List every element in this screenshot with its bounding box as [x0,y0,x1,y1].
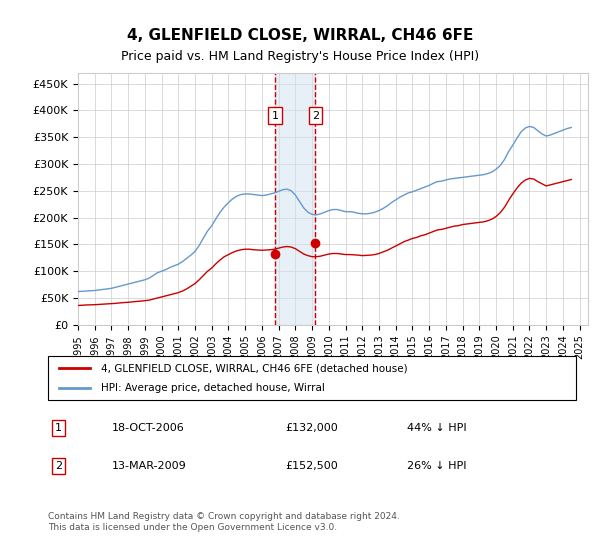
FancyBboxPatch shape [48,356,576,400]
Text: Price paid vs. HM Land Registry's House Price Index (HPI): Price paid vs. HM Land Registry's House … [121,50,479,63]
Text: £152,500: £152,500 [286,461,338,471]
Text: £132,000: £132,000 [286,423,338,433]
Text: 1: 1 [272,111,279,121]
Text: Contains HM Land Registry data © Crown copyright and database right 2024.
This d: Contains HM Land Registry data © Crown c… [48,512,400,532]
Text: 4, GLENFIELD CLOSE, WIRRAL, CH46 6FE: 4, GLENFIELD CLOSE, WIRRAL, CH46 6FE [127,28,473,43]
Text: 26% ↓ HPI: 26% ↓ HPI [407,461,467,471]
Text: 13-MAR-2009: 13-MAR-2009 [112,461,186,471]
Text: 4, GLENFIELD CLOSE, WIRRAL, CH46 6FE (detached house): 4, GLENFIELD CLOSE, WIRRAL, CH46 6FE (de… [101,363,407,373]
Text: 44% ↓ HPI: 44% ↓ HPI [407,423,467,433]
Text: 18-OCT-2006: 18-OCT-2006 [112,423,184,433]
Text: HPI: Average price, detached house, Wirral: HPI: Average price, detached house, Wirr… [101,383,325,393]
Text: 1: 1 [55,423,62,433]
Text: 2: 2 [55,461,62,471]
Text: 2: 2 [312,111,319,121]
Bar [275,73,316,325]
